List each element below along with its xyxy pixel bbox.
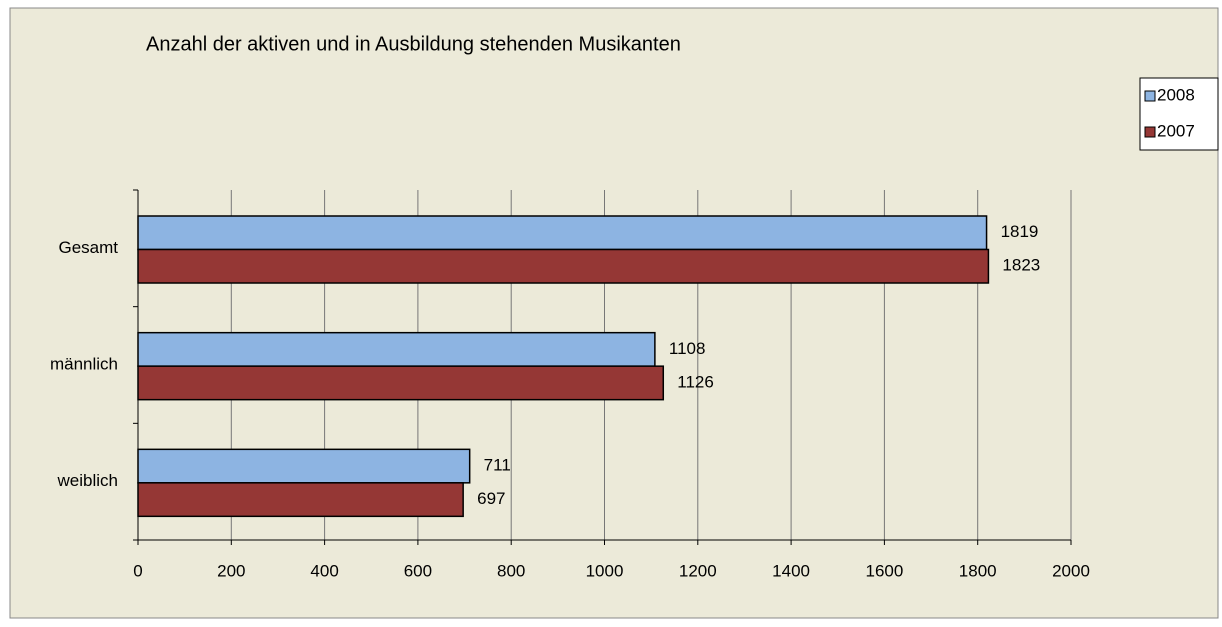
legend-box [1139,77,1219,151]
legend-swatch [1144,126,1156,138]
y-tick-label: weiblich [57,471,118,490]
bar [137,482,464,518]
x-tick-label: 400 [310,561,338,580]
data-label: 1823 [1002,256,1040,275]
legend-label: 2008 [1157,85,1195,104]
data-label: 697 [477,489,505,508]
data-label: 1108 [669,339,706,358]
x-tick-label: 1000 [586,561,624,580]
legend-label: 2007 [1157,121,1195,140]
chart-title: Anzahl der aktiven und in Ausbildung ste… [146,33,681,55]
x-tick-label: 1800 [959,561,997,580]
legend-swatch [1144,90,1156,102]
data-label: 711 [484,456,511,475]
x-tick-label: 2000 [1052,561,1090,580]
x-tick-label: 1400 [772,561,810,580]
bar [137,215,988,251]
bar [137,248,990,284]
x-tick-label: 200 [217,561,245,580]
x-tick-label: 800 [497,561,525,580]
y-tick-label: Gesamt [58,238,118,257]
chart-background [9,7,1219,619]
x-tick-label: 0 [133,561,142,580]
x-tick-label: 600 [404,561,432,580]
data-label: 1126 [677,372,714,391]
x-tick-label: 1600 [865,561,903,580]
x-tick-label: 1200 [679,561,717,580]
data-label: 1819 [1001,222,1039,241]
bar [137,448,471,484]
bar [137,365,665,401]
y-tick-label: männlich [50,354,118,373]
bar [137,331,656,367]
